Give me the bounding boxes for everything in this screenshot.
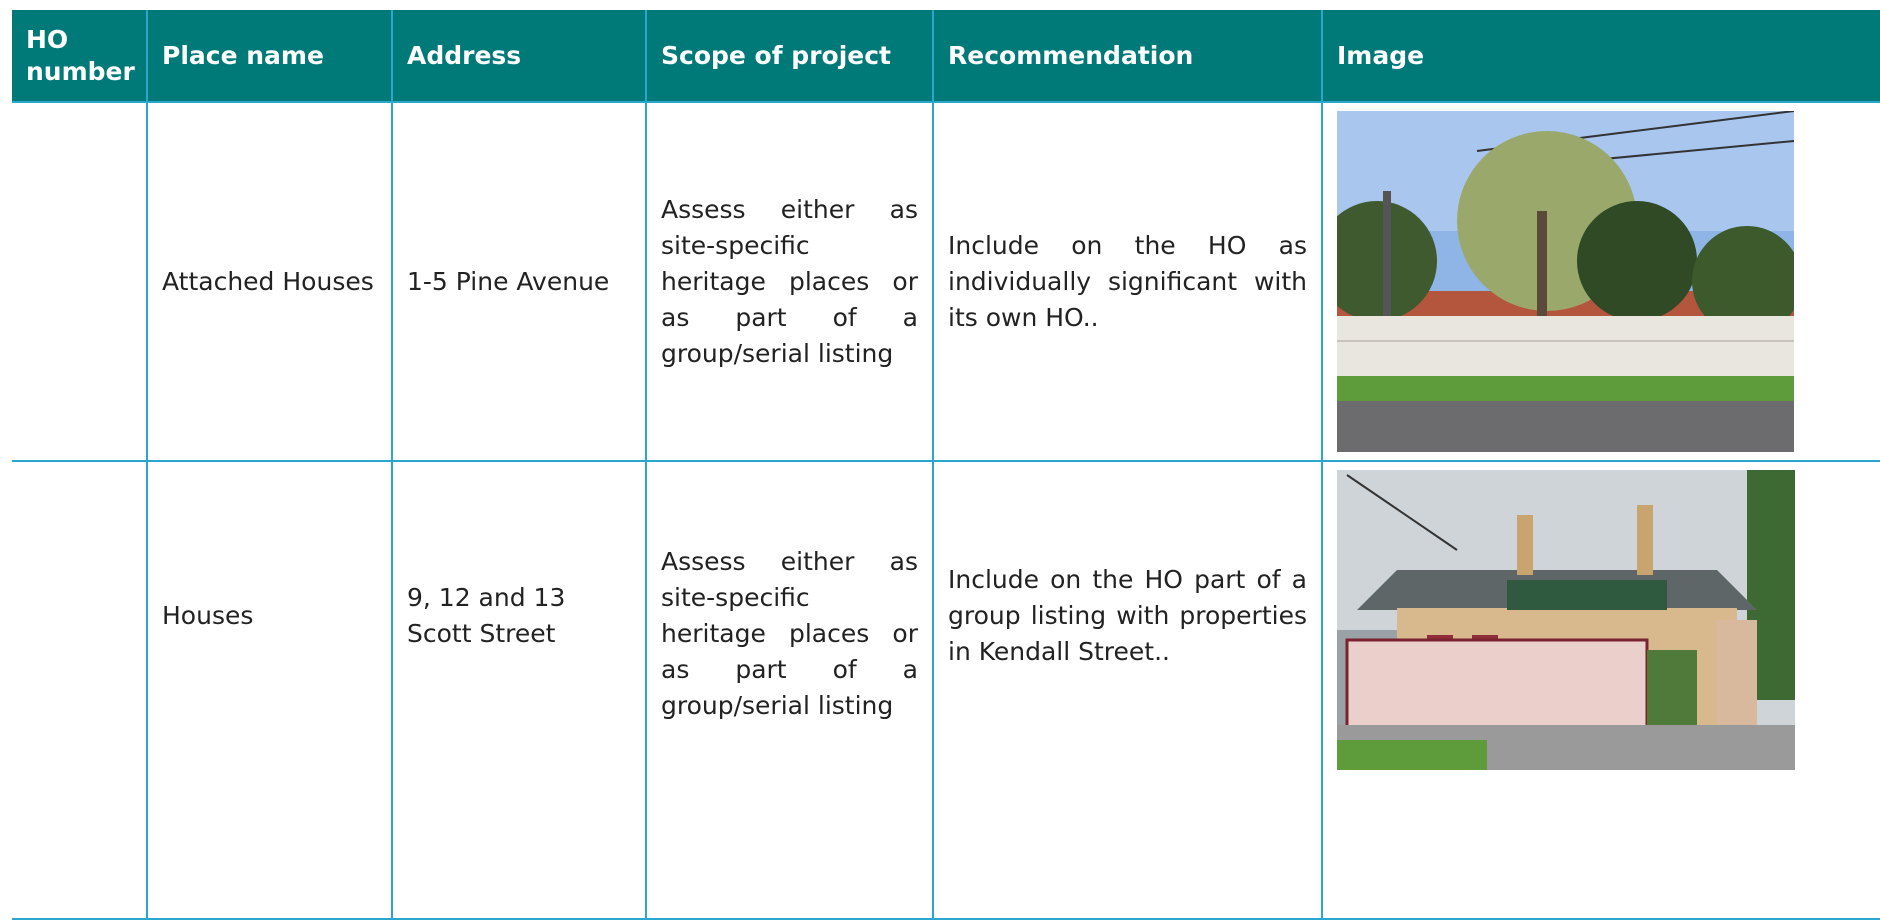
- place-name: Houses: [146, 461, 392, 920]
- header-cell: Scope of project: [645, 10, 933, 103]
- photo: [1337, 111, 1794, 452]
- heritage-table: HO number Place name Address Scope of pr…: [12, 10, 1880, 920]
- row: Attached Houses 1-5 Pine Avenue Assess e…: [12, 102, 1880, 462]
- page: HO number Place name Address Scope of pr…: [12, 10, 1880, 920]
- row: Houses 9, 12 and 13 Scott Street Assess …: [12, 461, 1880, 920]
- ho-number-cell: [12, 461, 147, 920]
- header-cell: HO number: [12, 10, 147, 103]
- address: 9, 12 and 13 Scott Street: [391, 461, 646, 920]
- place-name: Attached Houses: [146, 102, 392, 462]
- header-row: HO number Place name Address Scope of pr…: [12, 10, 1880, 103]
- recommendation: Include on the HO as individually signif…: [932, 102, 1322, 462]
- address: 1-5 Pine Avenue: [391, 102, 646, 462]
- image-cell: [1321, 461, 1880, 920]
- header-cell: Place name: [146, 10, 392, 103]
- photo: [1337, 470, 1795, 770]
- header-cell: Image: [1321, 10, 1880, 103]
- header-cell: Address: [391, 10, 646, 103]
- scope: Assess either as site-specific heritage …: [645, 102, 933, 462]
- ho-number-cell: [12, 102, 147, 462]
- image-cell: [1321, 102, 1880, 462]
- header-cell: Recommendation: [932, 10, 1322, 103]
- recommendation: Include on the HO part of a group listin…: [932, 461, 1322, 920]
- scope: Assess either as site-specific heritage …: [645, 461, 933, 920]
